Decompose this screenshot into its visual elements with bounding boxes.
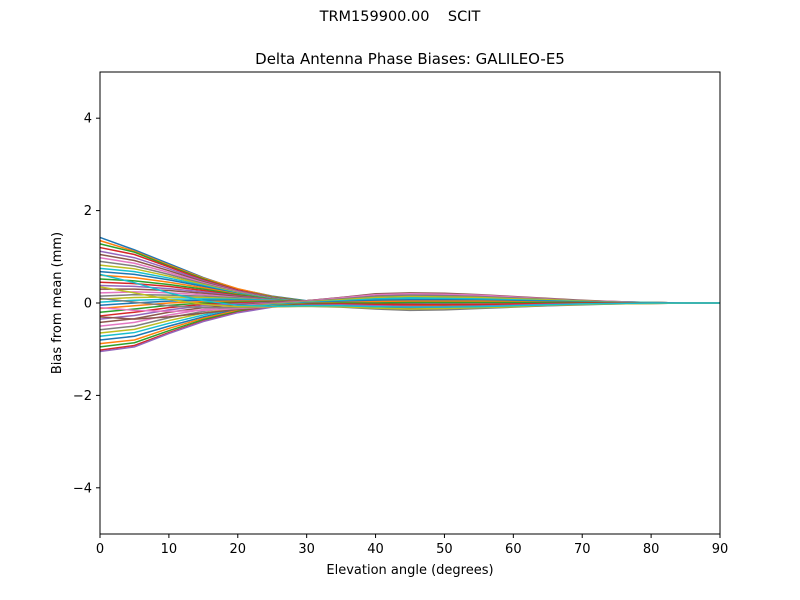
x-tick-label: 40: [367, 542, 384, 557]
x-tick-label: 70: [574, 542, 591, 557]
y-tick-label: −4: [73, 481, 92, 496]
x-tick-label: 80: [643, 542, 660, 557]
x-tick-label: 20: [230, 542, 247, 557]
chart-title: Delta Antenna Phase Biases: GALILEO-E5: [255, 50, 565, 68]
x-tick-label: 0: [96, 542, 104, 557]
y-tick-label: 4: [84, 112, 92, 127]
series-layer: [99, 236, 720, 353]
x-tick-label: 30: [298, 542, 315, 557]
y-tick-label: −2: [73, 389, 92, 404]
y-tick-label: 2: [84, 204, 92, 219]
y-axis-label: Bias from mean (mm): [50, 232, 65, 374]
x-axis: 0 10 20 30 40 50 60 70 80 90: [96, 534, 728, 557]
x-tick-label: 90: [712, 542, 729, 557]
series-line-40: [99, 273, 720, 308]
x-axis-label: Elevation angle (degrees): [326, 563, 493, 578]
x-tick-label: 10: [161, 542, 178, 557]
x-tick-label: 60: [505, 542, 522, 557]
figure-suptitle: TRM159900.00 SCIT: [319, 9, 481, 25]
x-tick-label: 50: [436, 542, 453, 557]
y-tick-label: 0: [84, 297, 92, 312]
y-axis: −4 −2 0 2 4: [73, 112, 100, 496]
